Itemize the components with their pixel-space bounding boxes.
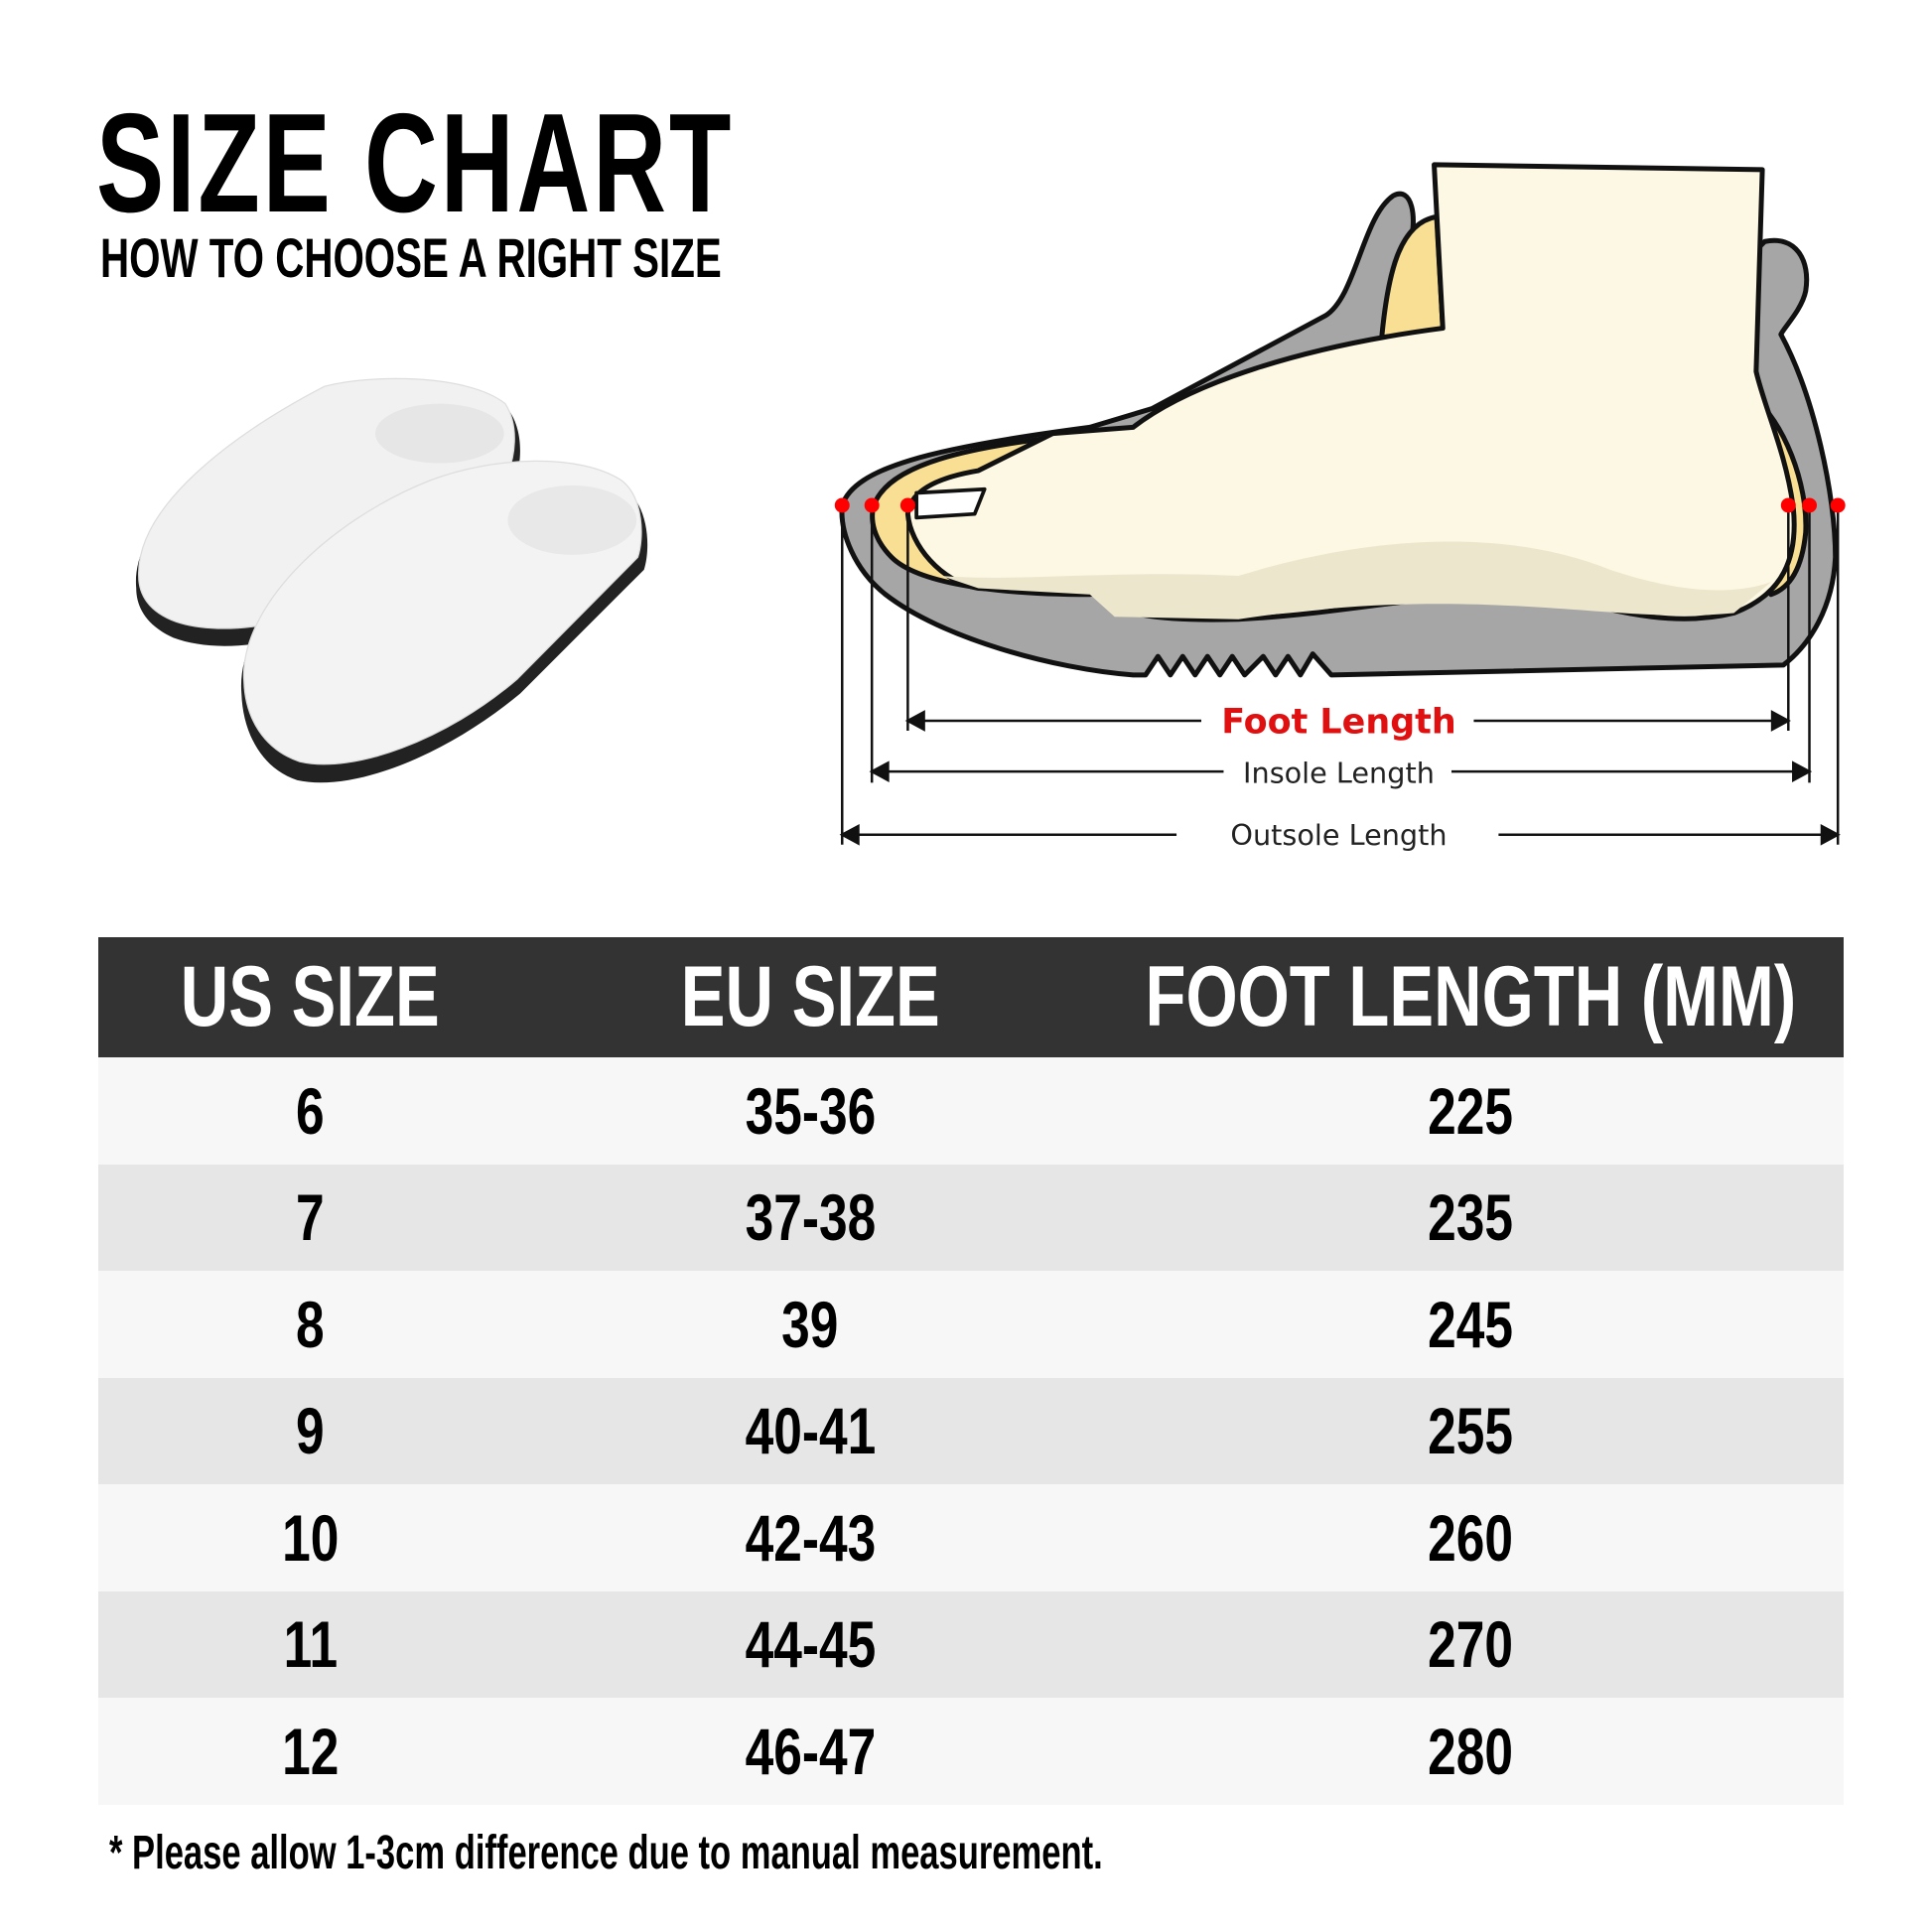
cell-text: 280 xyxy=(1428,1714,1514,1788)
foot-length-cell: 245 xyxy=(1098,1271,1844,1378)
cell-text: 35-36 xyxy=(745,1073,876,1148)
size-table: US SIZE EU SIZE FOOT LENGTH (MM) 6 35-36 2… xyxy=(98,937,1844,1805)
cell-text: 9 xyxy=(296,1394,325,1468)
eu-size-cell: 39 xyxy=(522,1271,1098,1378)
cell-text: 8 xyxy=(296,1287,325,1361)
cell-text: 42-43 xyxy=(745,1500,876,1575)
table-row: 7 37-38 235 xyxy=(98,1164,1844,1272)
foot-length-label: Foot Length xyxy=(1221,702,1456,742)
us-size-cell: 9 xyxy=(98,1378,522,1485)
table-row: 6 35-36 225 xyxy=(98,1057,1844,1165)
us-size-cell: 6 xyxy=(98,1057,522,1165)
foot-length-cell: 255 xyxy=(1098,1378,1844,1485)
foot-length-cell: 280 xyxy=(1098,1698,1844,1805)
cell-text: 39 xyxy=(781,1287,839,1361)
cell-text: 40-41 xyxy=(745,1394,876,1468)
eu-size-cell: 46-47 xyxy=(522,1698,1098,1805)
eu-size-cell: 42-43 xyxy=(522,1484,1098,1591)
column-header-foot-length: FOOT LENGTH (MM) xyxy=(1145,949,1797,1044)
cell-text: 44-45 xyxy=(745,1607,876,1682)
foot-length-cell: 235 xyxy=(1098,1165,1844,1272)
us-size-cell: 12 xyxy=(98,1698,522,1805)
column-header-us-size: US SIZE xyxy=(181,949,440,1044)
measurement-points xyxy=(834,497,1846,513)
page-title: SIZE CHART xyxy=(96,84,735,242)
eu-size-cell: 35-36 xyxy=(522,1057,1098,1165)
foot-diagram xyxy=(839,162,1839,678)
cell-text: 270 xyxy=(1428,1607,1514,1682)
table-row: 11 44-45 270 xyxy=(98,1590,1844,1699)
slippers-image xyxy=(135,377,648,783)
table-row: 10 42-43 260 xyxy=(98,1484,1844,1591)
cell-text: 46-47 xyxy=(745,1714,876,1788)
cell-text: 10 xyxy=(281,1500,340,1575)
column-header-eu-size: EU SIZE xyxy=(680,949,940,1044)
insole-length-label: Insole Length xyxy=(1243,756,1435,789)
eu-size-cell: 44-45 xyxy=(522,1591,1098,1699)
cell-text: 6 xyxy=(296,1073,325,1148)
page-subtitle: HOW TO CHOOSE A RIGHT SIZE xyxy=(100,226,722,289)
us-size-cell: 8 xyxy=(98,1271,522,1378)
cell-text: 7 xyxy=(296,1180,325,1255)
measurement-lines xyxy=(839,504,1841,846)
table-header: US SIZE EU SIZE FOOT LENGTH (MM) xyxy=(98,937,1844,1057)
cell-text: 245 xyxy=(1428,1287,1514,1361)
eu-size-cell: 40-41 xyxy=(522,1378,1098,1485)
us-size-cell: 10 xyxy=(98,1484,522,1591)
cell-text: 255 xyxy=(1428,1394,1514,1468)
footnote: * Please allow 1-3cm difference due to m… xyxy=(109,1827,1103,1879)
foot-length-cell: 260 xyxy=(1098,1484,1844,1591)
cell-text: 235 xyxy=(1428,1180,1514,1255)
table-row: 12 46-47 280 xyxy=(98,1698,1844,1805)
cell-text: 260 xyxy=(1428,1500,1514,1575)
cell-text: 12 xyxy=(281,1714,340,1788)
outsole-length-label: Outsole Length xyxy=(1230,818,1447,852)
us-size-cell: 7 xyxy=(98,1165,522,1272)
eu-size-cell: 37-38 xyxy=(522,1165,1098,1272)
table-row: 9 40-41 255 xyxy=(98,1377,1844,1485)
foot-length-cell: 225 xyxy=(1098,1057,1844,1165)
cell-text: 225 xyxy=(1428,1073,1514,1148)
foot-length-cell: 270 xyxy=(1098,1591,1844,1699)
us-size-cell: 11 xyxy=(98,1591,522,1699)
cell-text: 11 xyxy=(283,1607,338,1682)
table-row: 8 39 245 xyxy=(98,1271,1844,1378)
cell-text: 37-38 xyxy=(745,1180,876,1255)
